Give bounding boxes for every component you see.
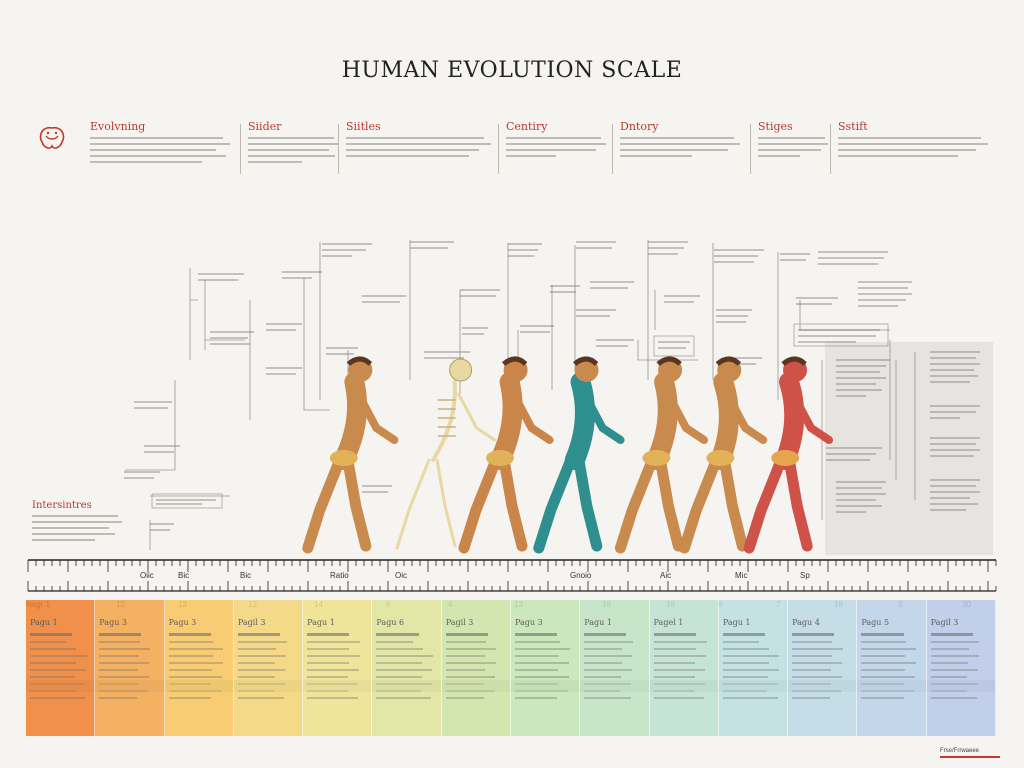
header-column-5: Dntory: [620, 120, 740, 161]
stage-column: Pagu 4: [788, 600, 858, 736]
left-note: Intersintres: [32, 500, 122, 545]
stage-name: Pagil 3: [930, 618, 959, 627]
header-column-3: Siitles: [346, 120, 491, 161]
stage-column: Pagil 3: [441, 600, 511, 736]
stage-column: Pagu 1: [718, 600, 789, 736]
stage-name: Pagu 3: [514, 618, 543, 627]
header-column-heading: Centiry: [506, 120, 548, 133]
page-title: HUMAN EVOLUTION SCALE: [341, 58, 683, 83]
footer: Frse/Frrwaeee: [940, 748, 1000, 758]
header-column-heading: Siider: [248, 120, 282, 133]
stage-column: Pagu 5: [857, 600, 927, 736]
figure-2-skeleton: [395, 358, 497, 550]
stage-name: Pagu 1: [584, 618, 612, 627]
figure-5: [614, 356, 709, 554]
left-note-heading: Intersintres: [32, 500, 92, 511]
stage-name: Pagu 3: [99, 618, 127, 627]
figure-6: [678, 356, 768, 554]
logo: [34, 124, 84, 158]
stage-name: Pagu 1: [307, 618, 335, 627]
ruler-label: Gnoio: [570, 571, 592, 580]
stage-name: Pagu 1: [30, 618, 58, 627]
stage-column: Pagu 3: [95, 600, 165, 736]
header-column-heading: Siitles: [346, 120, 381, 133]
stage-name: Pagu 4: [792, 618, 820, 627]
stage-column: Pagu 1: [26, 600, 96, 736]
figure-3: [458, 356, 554, 554]
stage-name: Pagil 3: [237, 618, 266, 627]
stage-column: Pagu 1: [580, 600, 650, 736]
stage-column: Pagu 3: [510, 600, 581, 736]
stage-column: Pagu 6: [372, 600, 442, 736]
stage-name: Pagu 3: [168, 618, 197, 627]
figure-7: [743, 356, 834, 554]
stage-column: Pagel 1: [649, 600, 719, 736]
ruler-label: Bic: [240, 571, 251, 580]
stage-name: Pagu 6: [376, 618, 405, 627]
stage-column: Pagil 3: [233, 600, 304, 736]
ruler-label: Sp: [800, 571, 810, 580]
header-column-heading: Sstift: [838, 120, 868, 133]
stage-column: Pagu 1: [303, 600, 373, 736]
header-column-4: Centiry: [506, 120, 606, 161]
footer-text: Frse/Frrwaeee: [940, 748, 980, 754]
ruler-label: Ratio: [330, 571, 349, 580]
callout-labels: [124, 241, 980, 531]
stage-name: Pagil 3: [445, 618, 474, 627]
header-column-2: Siider: [248, 120, 338, 167]
stage-column: Pagil 3: [926, 600, 996, 736]
ruler-label: Bic: [178, 571, 189, 580]
stage-table: Pagu 1 Pagu 3 Pagu 3 Pagil 3 Pagu 1 Pagu 6 Pag…: [26, 600, 996, 736]
ruler-label: Oiic: [140, 571, 154, 580]
stage-name: Pagel 1: [653, 618, 684, 627]
figure-4: [533, 356, 625, 554]
header-column-7: Sstift: [838, 120, 988, 161]
timeline-ruler: Oiic Bic Bic Ratio Oic Gnoio Aic Mic Sp: [27, 559, 997, 592]
header-column-heading: Evolvning: [90, 120, 146, 133]
stage-name: Pagu 1: [722, 618, 751, 627]
header-column-heading: Stiges: [758, 120, 793, 133]
header-column-1: Evolvning: [90, 120, 230, 167]
evolution-figures: [302, 356, 834, 554]
figure-1: [302, 356, 399, 554]
ruler-label: Aic: [660, 571, 671, 580]
ruler-label: Oic: [395, 571, 407, 580]
stage-column: Pagu 3: [164, 600, 234, 736]
header-column-heading: Dntory: [620, 120, 659, 133]
header-column-6: Stiges: [758, 120, 828, 161]
ruler-label: Mic: [735, 571, 747, 580]
logo-icon: [39, 126, 65, 149]
stage-name: Pagu 5: [861, 618, 890, 627]
